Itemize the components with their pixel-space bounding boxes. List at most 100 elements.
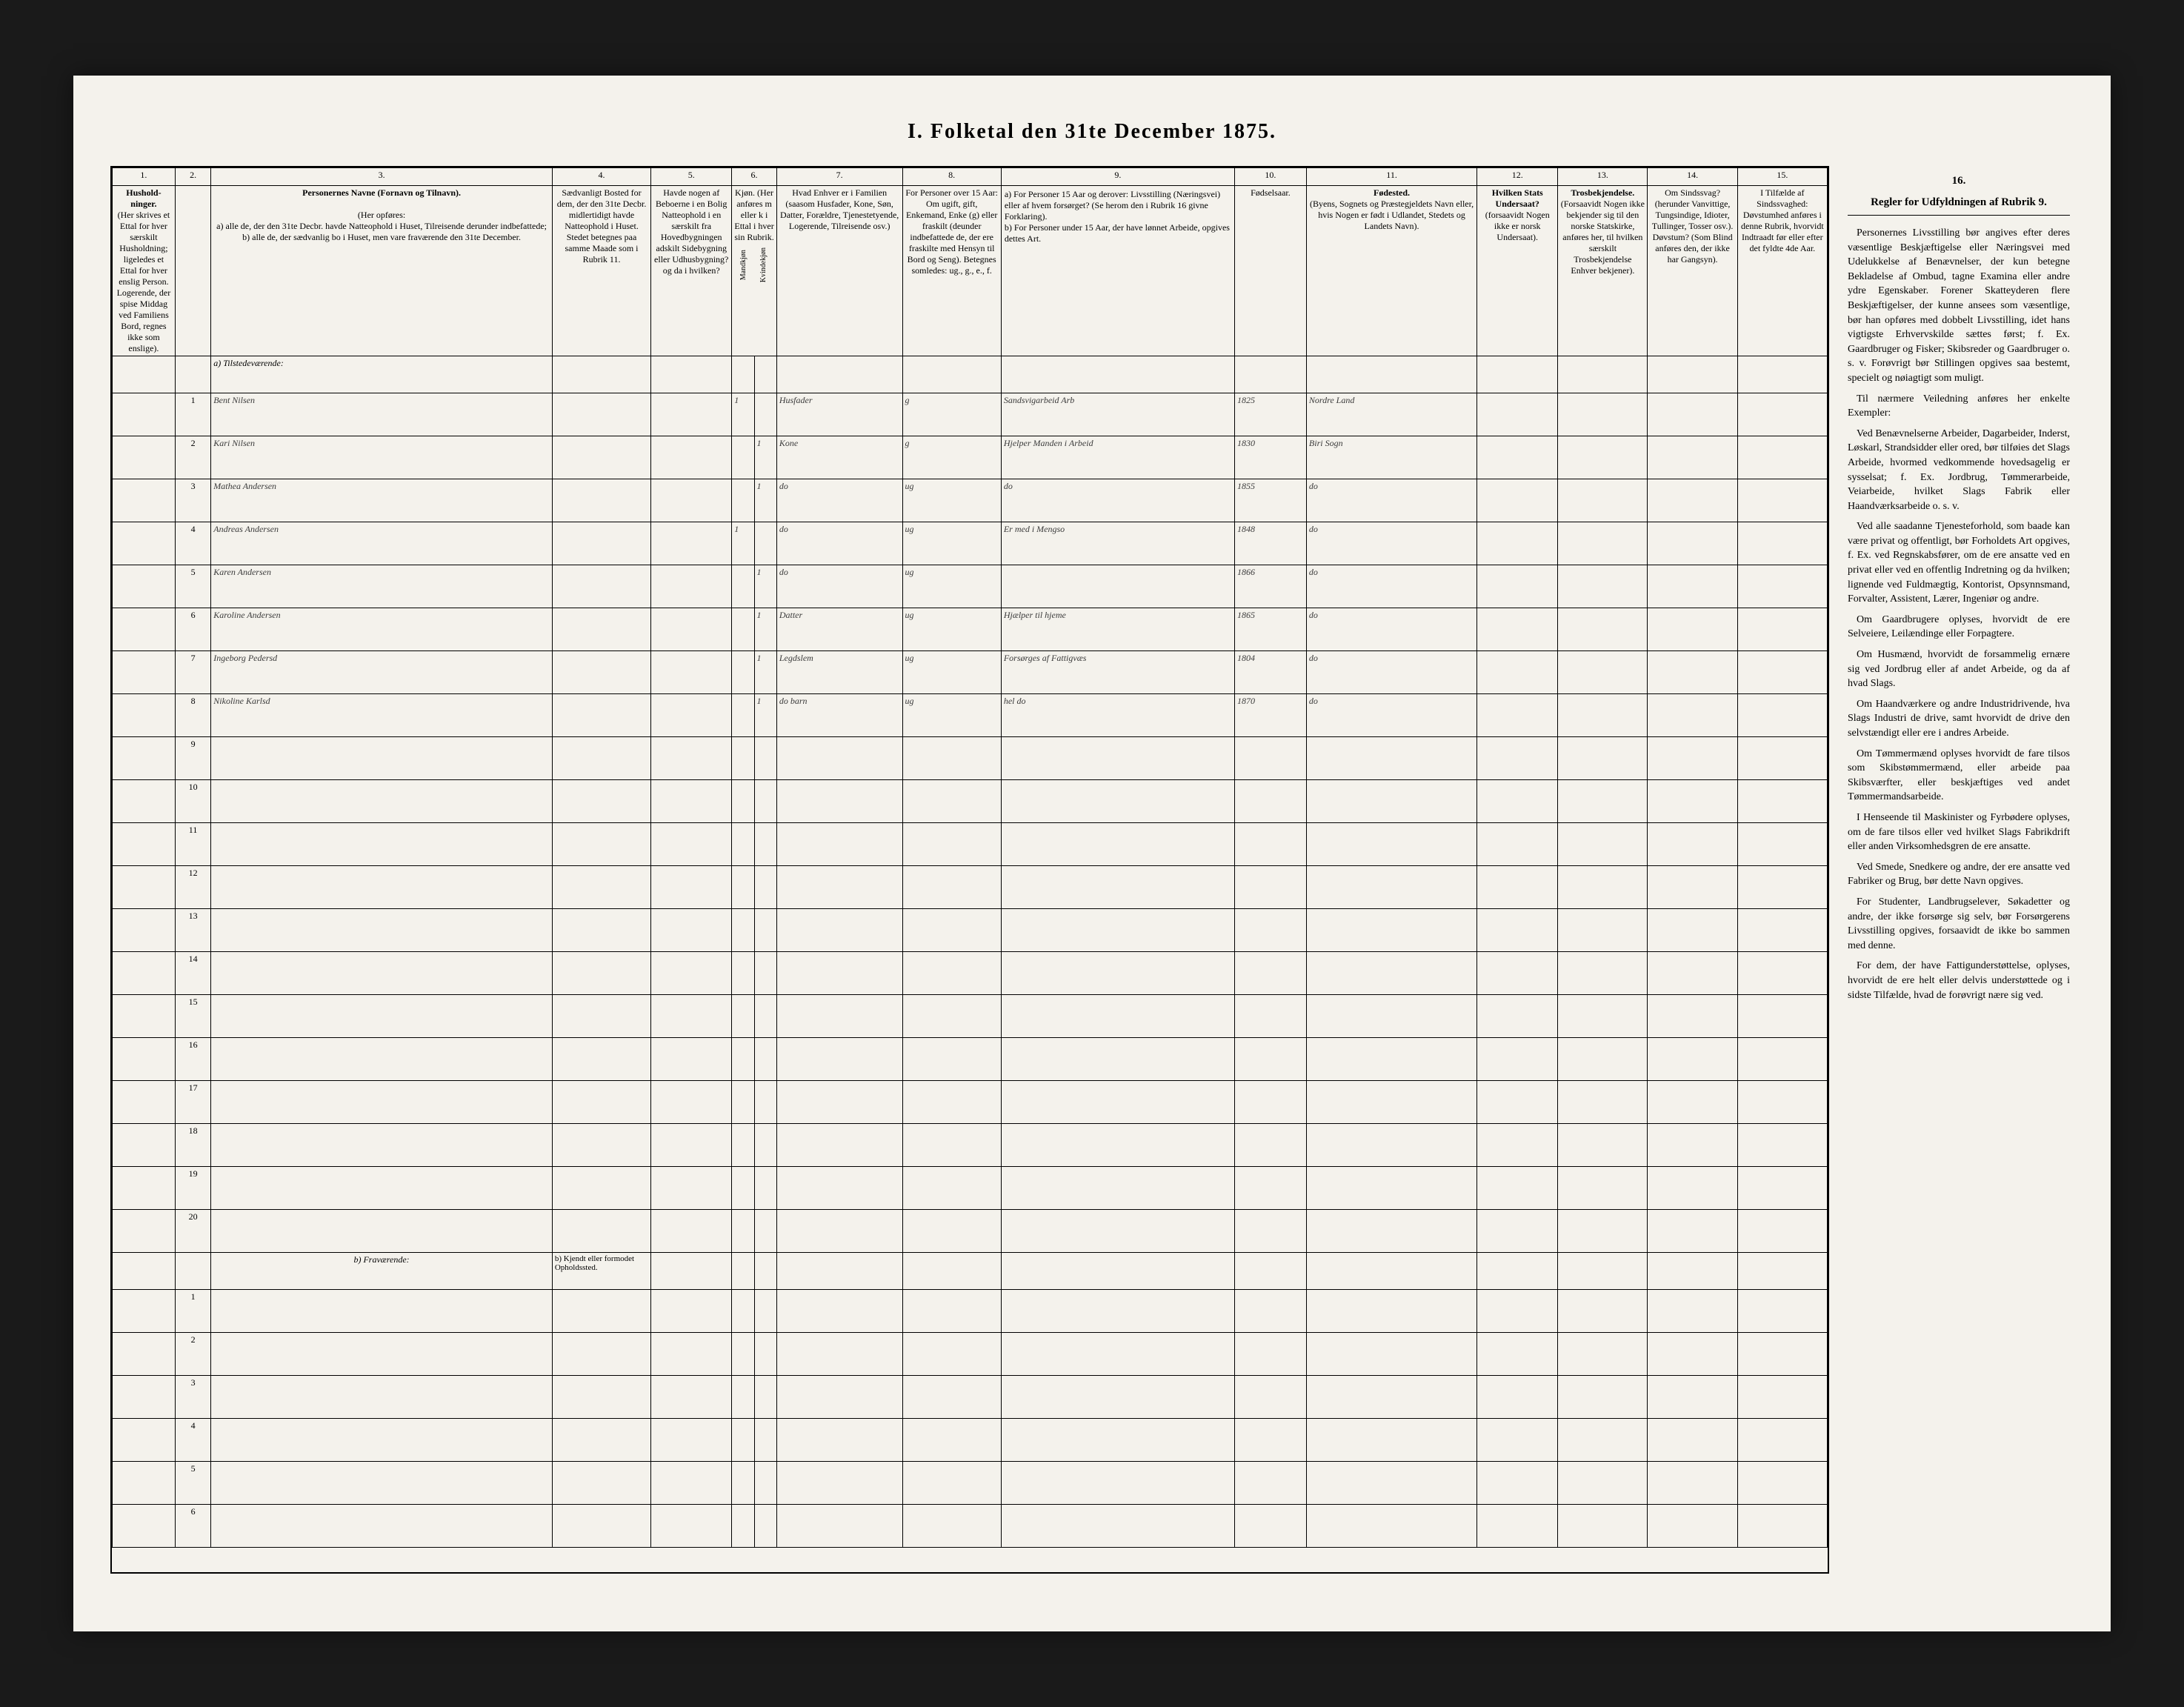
- table-cell: [754, 1419, 776, 1462]
- table-cell: [1648, 651, 1737, 694]
- table-cell: [1306, 952, 1476, 995]
- table-cell: [1306, 1081, 1476, 1124]
- table-cell: [902, 1462, 1001, 1505]
- sidebar-p8: Om Tømmermænd oplyses hvorvidt de fare t…: [1848, 747, 2070, 805]
- table-cell: [754, 1081, 776, 1124]
- colnum-9: 9.: [1001, 168, 1234, 186]
- table-cell: 4: [175, 1419, 210, 1462]
- table-cell: g: [902, 393, 1001, 436]
- colhead-8: For Personer over 15 Aar: Om ugift, gift…: [902, 186, 1001, 356]
- table-cell: [1558, 1290, 1648, 1333]
- table-cell: 19: [175, 1167, 210, 1210]
- table-cell: [1306, 1210, 1476, 1253]
- colnum-4: 4.: [552, 168, 650, 186]
- colhead-13-sub: (Forsaavidt Nogen ikke bekjender sig til…: [1561, 199, 1645, 276]
- table-cell: [732, 651, 754, 694]
- table-row: 2Kari Nilsen1KonegHjelper Manden i Arbei…: [113, 436, 1828, 479]
- table-cell: [902, 1505, 1001, 1548]
- table-cell: [1558, 1462, 1648, 1505]
- table-cell: 20: [175, 1210, 210, 1253]
- table-cell: [902, 1376, 1001, 1419]
- table-cell: 4: [175, 522, 210, 565]
- table-cell: [1477, 608, 1558, 651]
- census-table-area: 1. 2. 3. 4. 5. 6. 7. 8. 9. 10. 11. 12. 1…: [110, 166, 1829, 1574]
- table-cell: [1648, 1333, 1737, 1376]
- table-body: a) Tilstedeværende:1Bent Nilsen1Husfader…: [113, 356, 1828, 1548]
- table-cell: [1558, 479, 1648, 522]
- table-cell: [732, 1505, 754, 1548]
- table-cell: [1001, 1376, 1234, 1419]
- table-header: 1. 2. 3. 4. 5. 6. 7. 8. 9. 10. 11. 12. 1…: [113, 168, 1828, 356]
- table-cell: [651, 1210, 732, 1253]
- table-cell: [552, 780, 650, 823]
- table-cell: [552, 1505, 650, 1548]
- table-cell: [1234, 737, 1306, 780]
- table-cell: [211, 1462, 553, 1505]
- table-cell: [211, 1124, 553, 1167]
- table-cell: [1737, 1376, 1827, 1419]
- table-cell: [1737, 436, 1827, 479]
- table-cell: [1737, 737, 1827, 780]
- table-cell: [1306, 995, 1476, 1038]
- table-cell: [1737, 1167, 1827, 1210]
- table-cell: [1234, 1081, 1306, 1124]
- table-cell: [732, 909, 754, 952]
- table-cell: [651, 522, 732, 565]
- table-cell: [776, 823, 902, 866]
- table-cell: [211, 1505, 553, 1548]
- table-cell: [1477, 780, 1558, 823]
- table-cell: Karen Andersen: [211, 565, 553, 608]
- table-cell: [1558, 436, 1648, 479]
- table-cell: [1558, 1038, 1648, 1081]
- table-cell: [113, 1081, 176, 1124]
- table-cell: [113, 909, 176, 952]
- table-cell: 5: [175, 1462, 210, 1505]
- table-cell: [113, 1210, 176, 1253]
- table-cell: [1477, 651, 1558, 694]
- colnum-6: 6.: [732, 168, 777, 186]
- table-cell: [651, 823, 732, 866]
- table-cell: Kari Nilsen: [211, 436, 553, 479]
- table-cell: [1001, 995, 1234, 1038]
- table-row: 1: [113, 1290, 1828, 1333]
- table-cell: [754, 866, 776, 909]
- table-cell: Nikoline Karlsd: [211, 694, 553, 737]
- table-cell: [732, 995, 754, 1038]
- table-cell: [754, 909, 776, 952]
- table-cell: [902, 780, 1001, 823]
- table-cell: [113, 823, 176, 866]
- table-cell: [552, 694, 650, 737]
- table-cell: [1558, 952, 1648, 995]
- table-cell: [1477, 1419, 1558, 1462]
- table-cell: [651, 1462, 732, 1505]
- table-cell: [113, 393, 176, 436]
- table-cell: [552, 1210, 650, 1253]
- table-cell: [1737, 1124, 1827, 1167]
- table-cell: 1804: [1234, 651, 1306, 694]
- section-a-label: a) Tilstedeværende:: [211, 356, 553, 393]
- table-cell: [1477, 1038, 1558, 1081]
- table-cell: 3: [175, 1376, 210, 1419]
- table-cell: [211, 1038, 553, 1081]
- table-cell: [1001, 1505, 1234, 1548]
- table-cell: [1477, 1376, 1558, 1419]
- table-cell: 8: [175, 694, 210, 737]
- table-cell: [1001, 1167, 1234, 1210]
- sidebar-p10: Ved Smede, Snedkere og andre, der ere an…: [1848, 860, 2070, 889]
- table-cell: [1306, 1462, 1476, 1505]
- table-cell: [1737, 1419, 1827, 1462]
- table-cell: [1737, 393, 1827, 436]
- sidebar-p7: Om Haandværkere og andre Industridrivend…: [1848, 697, 2070, 741]
- colhead-2: [175, 186, 210, 356]
- table-cell: 1: [732, 522, 754, 565]
- table-row: 9: [113, 737, 1828, 780]
- table-cell: [1477, 565, 1558, 608]
- colnum-8: 8.: [902, 168, 1001, 186]
- table-cell: [902, 1081, 1001, 1124]
- table-cell: [1648, 479, 1737, 522]
- table-cell: [552, 1290, 650, 1333]
- colnum-5: 5.: [651, 168, 732, 186]
- table-row: 8Nikoline Karlsd1do barnughel do1870do: [113, 694, 1828, 737]
- table-cell: [113, 565, 176, 608]
- table-cell: [552, 1081, 650, 1124]
